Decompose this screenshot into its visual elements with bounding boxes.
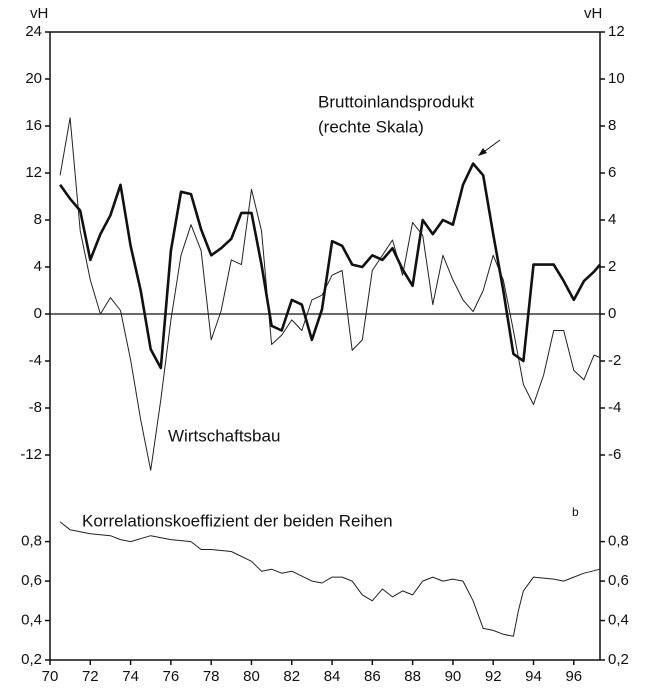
y2-tick-label: -6 <box>608 446 621 463</box>
y-tick-label: 12 <box>25 164 42 181</box>
series-line <box>59 162 601 370</box>
y-tick-label: -12 <box>20 446 42 463</box>
y-tick-label: 0,2 <box>21 651 42 668</box>
y-tick-label: 20 <box>25 70 42 87</box>
x-tick-label: 78 <box>203 668 220 685</box>
y2-unit: vH <box>584 5 602 22</box>
x-tick-label: 72 <box>82 668 99 685</box>
annotation-superscript: b <box>572 505 579 519</box>
y-unit: vH <box>30 5 48 22</box>
y2-tick-label: 4 <box>608 211 616 228</box>
annotation: Bruttoinlandsprodukt <box>318 92 474 111</box>
y-tick-label: 0,8 <box>21 533 42 550</box>
y-tick-label: 0,6 <box>21 572 42 589</box>
y2-tick-label: 8 <box>608 117 616 134</box>
y-tick-label: 0 <box>34 305 42 322</box>
y2-tick-label: 10 <box>608 70 625 87</box>
y-tick-label: 8 <box>34 211 42 228</box>
y2-tick-label: 2 <box>608 258 616 275</box>
y2-tick-label: 6 <box>608 164 616 181</box>
x-tick-label: 96 <box>565 668 582 685</box>
x-tick-label: 94 <box>525 668 542 685</box>
x-tick-label: 80 <box>243 668 260 685</box>
x-tick-label: 88 <box>404 668 421 685</box>
y2-tick-label: 0,8 <box>608 533 629 550</box>
y2-tick-label: 0,6 <box>608 572 629 589</box>
x-tick-label: 82 <box>283 668 300 685</box>
annotation: (rechte Skala) <box>318 117 424 136</box>
y2-tick-label: 0,4 <box>608 612 629 629</box>
y2-tick-label: 0 <box>608 305 616 322</box>
y2-tick-label: 0,2 <box>608 651 629 668</box>
x-tick-label: 84 <box>324 668 341 685</box>
arrow-head <box>478 148 487 156</box>
x-tick-label: 70 <box>42 668 59 685</box>
y2-tick-label: 12 <box>608 23 625 40</box>
y-tick-label: 4 <box>34 258 42 275</box>
y-tick-label: -4 <box>29 352 42 369</box>
series-line <box>59 117 601 471</box>
x-tick-label: 90 <box>445 668 462 685</box>
y-tick-label: 0,4 <box>21 612 42 629</box>
x-tick-label: 92 <box>485 668 502 685</box>
annotation: Korrelationskoeffizient der beiden Reihe… <box>82 511 393 530</box>
y-tick-label: -8 <box>29 399 42 416</box>
x-tick-label: 76 <box>163 668 180 685</box>
y2-tick-label: -4 <box>608 399 621 416</box>
x-tick-label: 86 <box>364 668 381 685</box>
x-tick-label: 74 <box>122 668 139 685</box>
y-tick-label: 24 <box>25 23 42 40</box>
y2-tick-label: -2 <box>608 352 621 369</box>
series-line <box>59 521 601 637</box>
annotation: Wirtschaftsbau <box>168 426 280 445</box>
y-tick-label: 16 <box>25 117 42 134</box>
